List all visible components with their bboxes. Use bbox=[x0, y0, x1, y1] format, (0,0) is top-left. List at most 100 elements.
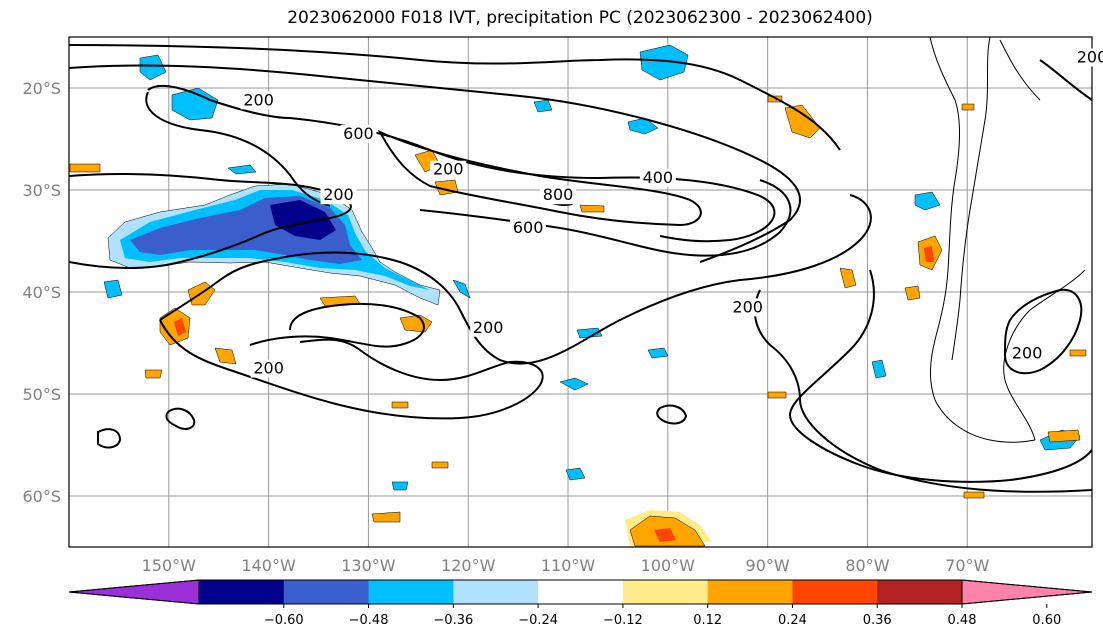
colorbar: −0.60 −0.48 −0.36 −0.24 −0.12 0.12 0.24 0.36 0.4… bbox=[68, 579, 1093, 628]
ivt-contour-line bbox=[159, 194, 872, 365]
longitude-label: 80°W bbox=[845, 556, 889, 575]
colorbar-tick-label: 0.24 bbox=[778, 613, 807, 628]
longitude-label: 150°W bbox=[142, 556, 197, 575]
negative-anomaly-blob bbox=[533, 99, 553, 113]
colorbar-extend-low bbox=[68, 579, 200, 605]
colorbar-outline bbox=[68, 579, 1093, 605]
colorbar-extend-high bbox=[961, 579, 1093, 605]
colorbar-tick-label: −0.48 bbox=[349, 613, 389, 628]
contour-label-background bbox=[510, 218, 547, 237]
contour-label: 200 bbox=[323, 185, 354, 204]
south-america-west-coast bbox=[929, 37, 1036, 443]
colorbar-segment bbox=[792, 580, 878, 604]
colorbar-segment bbox=[283, 580, 370, 604]
positive-anomaly-blob bbox=[963, 491, 985, 499]
ivt-contour-line bbox=[1003, 288, 1083, 375]
longitude-label: 130°W bbox=[341, 556, 396, 575]
colorbar-segment bbox=[707, 580, 793, 604]
ivt-contour-line bbox=[1039, 59, 1092, 101]
negative-anomaly-blob bbox=[576, 327, 603, 339]
colorbar-segment bbox=[199, 580, 285, 604]
ivt-contour-line bbox=[69, 64, 801, 263]
colorbar-tick-label: 0.12 bbox=[693, 613, 722, 628]
longitude-label: 110°W bbox=[541, 556, 596, 575]
positive-anomaly-blob bbox=[784, 104, 821, 139]
ivt-contour-line bbox=[69, 172, 352, 269]
negative-anomaly-blob bbox=[647, 347, 669, 359]
contour-label-background bbox=[729, 298, 766, 317]
contour-label: 200 bbox=[243, 90, 274, 109]
positive-anomaly-blob bbox=[904, 285, 921, 301]
positive-anomaly-blob bbox=[391, 401, 409, 409]
positive-anomaly-blob bbox=[654, 528, 676, 542]
contour-label-background bbox=[1009, 344, 1046, 363]
latitude-labels: 20°S 30°S 40°S 50°S 60°S bbox=[22, 79, 61, 506]
colorbar-segment bbox=[877, 580, 963, 604]
contour-label: 600 bbox=[513, 218, 544, 237]
negative-anomaly-blob bbox=[639, 44, 689, 81]
negative-anomaly-blob bbox=[139, 54, 167, 81]
negative-anomaly-blob bbox=[565, 467, 586, 481]
latitude-label: 60°S bbox=[22, 487, 61, 506]
colorbar-segment bbox=[368, 580, 454, 604]
longitude-label: 140°W bbox=[241, 556, 296, 575]
contour-label-background bbox=[250, 359, 287, 378]
colorbar-tick-label: 0.36 bbox=[863, 613, 892, 628]
contour-label: 600 bbox=[343, 124, 374, 143]
contour-label-background bbox=[540, 186, 577, 205]
contour-label-background bbox=[240, 91, 277, 110]
positive-anomaly-blob bbox=[69, 163, 101, 173]
contour-label-background bbox=[1074, 48, 1103, 67]
positive-anomaly-blob bbox=[579, 204, 605, 213]
longitude-label: 70°W bbox=[945, 556, 989, 575]
contour-label: 400 bbox=[643, 168, 674, 187]
ivt-contour-line bbox=[753, 289, 1092, 493]
colorbar-tick-label: −0.36 bbox=[433, 613, 473, 628]
latitude-label: 40°S bbox=[22, 283, 61, 302]
gridlines bbox=[69, 37, 1092, 547]
contour-label: 200 bbox=[253, 359, 284, 378]
longitude-labels: 150°W 140°W 130°W 120°W 110°W 100°W 90°W 80°W 70… bbox=[142, 556, 990, 575]
positive-anomaly-blob bbox=[961, 103, 975, 111]
contour-label: 200 bbox=[732, 297, 763, 316]
andes-border bbox=[951, 37, 991, 361]
ivt-contour-line bbox=[377, 129, 702, 227]
contour-label: 200 bbox=[433, 160, 464, 179]
plot-frame bbox=[68, 36, 1093, 548]
ivt-contour-line bbox=[249, 302, 425, 348]
colorbar-segment bbox=[538, 580, 624, 604]
positive-anomaly-blob bbox=[1047, 429, 1081, 443]
ivt-contour-line bbox=[788, 269, 1092, 483]
negative-anomaly-blob bbox=[559, 377, 589, 391]
colorbar-tick-label: 0.60 bbox=[1032, 613, 1061, 628]
negative-anomaly-blob bbox=[171, 87, 219, 121]
positive-anomaly-blob bbox=[144, 369, 163, 379]
ivt-contour-line bbox=[656, 404, 688, 425]
border-line bbox=[999, 39, 1041, 101]
latitude-label: 30°S bbox=[22, 181, 61, 200]
map-title: 2023062000 F018 IVT, precipitation PC (2… bbox=[287, 8, 873, 28]
positive-anomaly-blob bbox=[159, 307, 191, 346]
colorbar-segment bbox=[453, 580, 539, 604]
colorbar-segment bbox=[622, 580, 709, 604]
contour-label-background bbox=[470, 318, 507, 337]
colorbar-tick-label: 0.48 bbox=[948, 613, 977, 628]
contour-label-background bbox=[430, 160, 467, 179]
contour-label: 800 bbox=[543, 185, 574, 204]
latitude-label: 20°S bbox=[22, 79, 61, 98]
longitude-label: 100°W bbox=[641, 556, 696, 575]
south-america-east-coast bbox=[1003, 269, 1086, 441]
ivt-contour-line bbox=[145, 91, 331, 207]
colorbar-tick-label: −0.60 bbox=[264, 613, 304, 628]
positive-anomaly-blob bbox=[174, 318, 186, 336]
negative-anomaly-blob bbox=[871, 359, 887, 379]
contour-label-background bbox=[639, 168, 676, 187]
negative-anomaly-blob bbox=[103, 279, 123, 299]
coastline bbox=[929, 37, 1086, 443]
ivt-contour-line bbox=[165, 407, 196, 430]
colorbar-tick-label: −0.12 bbox=[603, 613, 643, 628]
positive-anomaly-blob bbox=[431, 461, 449, 469]
contour-labels: 200 200 600 800 400 600 200 200 200 200 200 200 bbox=[240, 48, 1103, 378]
longitude-label: 120°W bbox=[441, 556, 496, 575]
